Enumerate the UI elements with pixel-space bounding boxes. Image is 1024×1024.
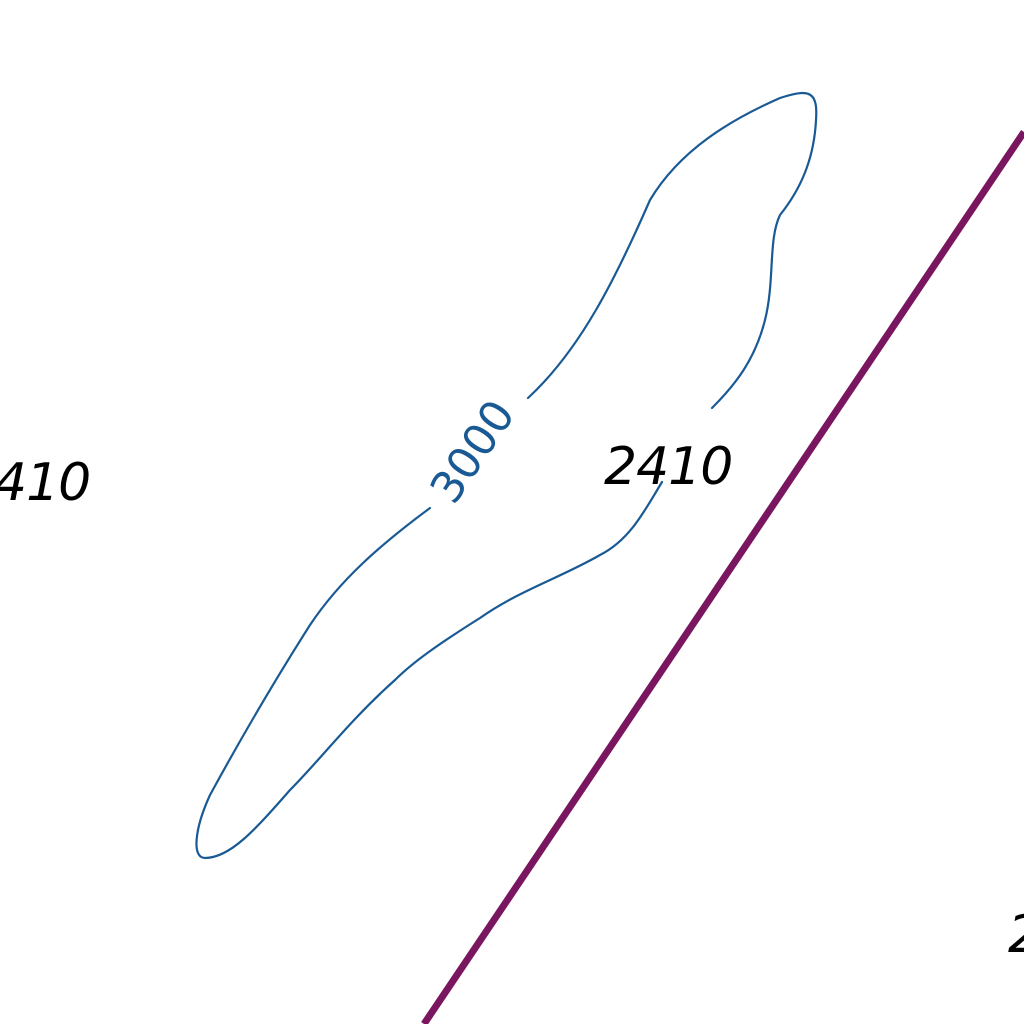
contour-line	[195, 91, 818, 860]
spot-height-label-left-partial: 410	[0, 453, 90, 513]
contour-label: 3000	[421, 391, 526, 512]
spot-height-label-right-partial: 2	[1008, 905, 1024, 965]
boundary-line	[421, 130, 1024, 1024]
spot-height-label: 2410	[604, 437, 732, 497]
